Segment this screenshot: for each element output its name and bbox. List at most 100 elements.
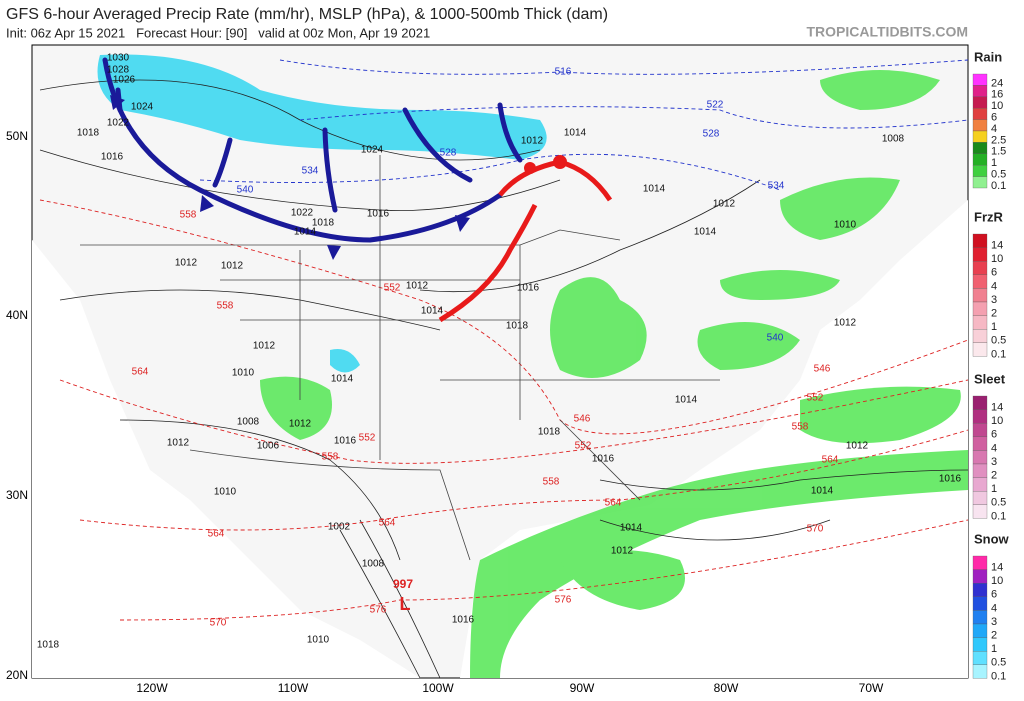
pressure-label: 1012 (521, 136, 544, 147)
legend-swatch (972, 261, 988, 275)
pressure-label: 1016 (592, 454, 615, 465)
thickness-label: 552 (807, 393, 824, 404)
pressure-label: 1010 (214, 487, 237, 498)
thickness-label: 576 (555, 595, 572, 606)
legend-label: 1 (991, 483, 997, 495)
legend-label: 6 (991, 267, 997, 279)
thickness-label: 534 (768, 181, 785, 192)
legend-label: 0.1 (991, 670, 1006, 682)
thickness-label: 558 (180, 210, 197, 221)
pressure-label: 1014 (421, 306, 444, 317)
thickness-label: 552 (384, 283, 401, 294)
legend-swatch (972, 395, 988, 410)
longitude-label: 70W (859, 681, 884, 695)
legend-label: 1 (991, 643, 997, 655)
legend-label: 16 (991, 89, 1003, 101)
legend-title: Snow (974, 531, 1010, 546)
pressure-label: 1026 (113, 75, 136, 86)
pressure-label: 1010 (834, 220, 857, 231)
legend-label: 2.5 (991, 134, 1006, 146)
map (31, 44, 969, 679)
legend-label: 6 (991, 112, 997, 124)
legend-label: 0.1 (991, 348, 1006, 360)
legend-label: 0.5 (991, 169, 1006, 181)
pressure-label: 1018 (538, 427, 561, 438)
pressure-label: 1008 (362, 559, 385, 570)
pressure-label: 1018 (506, 321, 529, 332)
pressure-label: 1006 (257, 441, 280, 452)
legend-label: 4 (991, 123, 997, 135)
longitude-label: 90W (570, 681, 595, 695)
pressure-label: 1024 (361, 145, 384, 156)
thickness-label: 546 (814, 364, 831, 375)
pressure-label: 1018 (312, 218, 335, 229)
legend-swatch (972, 569, 988, 584)
pressure-label: 1014 (643, 184, 666, 195)
thickness-label: 540 (767, 333, 784, 344)
thickness-label: 522 (707, 100, 724, 111)
thickness-label: 558 (543, 477, 560, 488)
pressure-label: 1012 (846, 441, 869, 452)
legend-title: Sleet (974, 371, 1006, 386)
legend-label: 3 (991, 294, 997, 306)
legend-swatch (972, 288, 988, 303)
legend-label: 6 (991, 589, 997, 601)
legend-label: 2 (991, 470, 997, 482)
legend-swatch (972, 504, 988, 519)
legend-label: 1 (991, 157, 997, 169)
legend-label: 10 (991, 415, 1003, 427)
legend-swatch (972, 651, 988, 665)
legend-swatch (972, 477, 988, 492)
longitude-label: 100W (422, 681, 454, 695)
legend-label: 4 (991, 280, 997, 292)
pressure-label: 1030 (107, 53, 130, 64)
pressure-label: 1018 (77, 128, 100, 139)
latitude-label: 50N (6, 129, 28, 143)
pressure-label: 1012 (253, 341, 276, 352)
legend-label: 0.5 (991, 657, 1006, 669)
legend-label: 3 (991, 616, 997, 628)
thickness-label: 564 (605, 498, 622, 509)
legend-swatch (972, 165, 988, 177)
pressure-label: 1012 (713, 199, 736, 210)
pressure-label: 1018 (37, 640, 60, 651)
legend-swatch (972, 96, 988, 109)
thickness-label: 558 (322, 452, 339, 463)
thickness-label: 546 (574, 414, 591, 425)
pressure-label: 1010 (307, 635, 330, 646)
pressure-label: 1014 (331, 374, 354, 385)
legend-swatch (972, 274, 988, 289)
pressure-label: 1012 (175, 258, 198, 269)
pressure-label: 1022 (291, 208, 314, 219)
pressure-label: 1012 (167, 438, 190, 449)
pressure-label: 1002 (328, 522, 351, 533)
thickness-label: 528 (440, 148, 457, 159)
pressure-label: 1014 (620, 523, 643, 534)
thickness-label: 558 (792, 422, 809, 433)
thickness-label: 516 (555, 67, 572, 78)
legend-swatch (972, 610, 988, 625)
thickness-label: 576 (370, 605, 387, 616)
legend-swatch (972, 436, 988, 451)
watermark: TROPICALTIDBITS.COM (806, 24, 968, 40)
legend-swatch (972, 623, 988, 638)
legend-label: 14 (991, 562, 1003, 574)
legend-label: 10 (991, 253, 1003, 265)
longitude-label: 80W (714, 681, 739, 695)
pressure-label: 1008 (237, 417, 260, 428)
pressure-label: 1016 (939, 474, 962, 485)
legend-label: 4 (991, 442, 997, 454)
latitude-label: 40N (6, 308, 28, 322)
latitude-label: 30N (6, 488, 28, 502)
legend-swatch (972, 583, 988, 597)
pressure-label: 1012 (834, 318, 857, 329)
legend-swatch (972, 463, 988, 478)
pressure-label: 1028 (107, 65, 130, 76)
legend-label: 10 (991, 100, 1003, 112)
legend-label: 24 (991, 77, 1003, 89)
legend-swatch (972, 409, 988, 424)
thickness-label: 564 (208, 529, 225, 540)
thickness-label: 564 (379, 518, 396, 529)
legend-label: 0.5 (991, 335, 1006, 347)
